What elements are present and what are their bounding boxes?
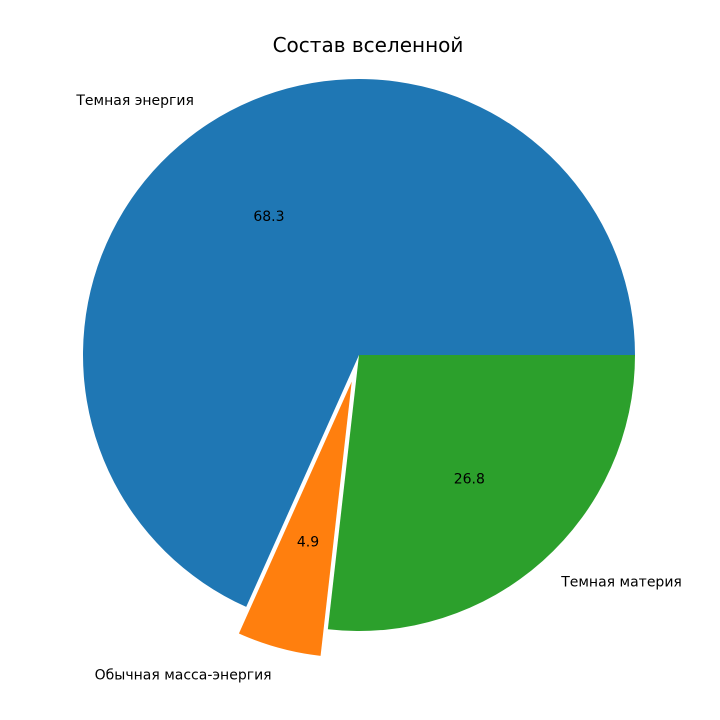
pie-slices (83, 79, 636, 656)
slice-value-1: 68.3 (253, 209, 284, 225)
pie-slice-2 (238, 381, 352, 656)
pie-slice-1 (83, 79, 636, 607)
slice-label-2: Обычная масса-энергия (95, 667, 272, 683)
pie-labels: Темная энергия 68.3 Обычная масса-энергия 4… (75, 93, 681, 683)
pie-slice-3 (327, 355, 635, 631)
chart-title: Состав вселенной (273, 33, 464, 57)
slice-value-3: 26.8 (454, 472, 485, 488)
slice-label-1: Темная энергия (75, 93, 194, 109)
slice-value-2: 4.9 (297, 534, 319, 550)
slice-label-3: Темная материя (560, 574, 682, 590)
